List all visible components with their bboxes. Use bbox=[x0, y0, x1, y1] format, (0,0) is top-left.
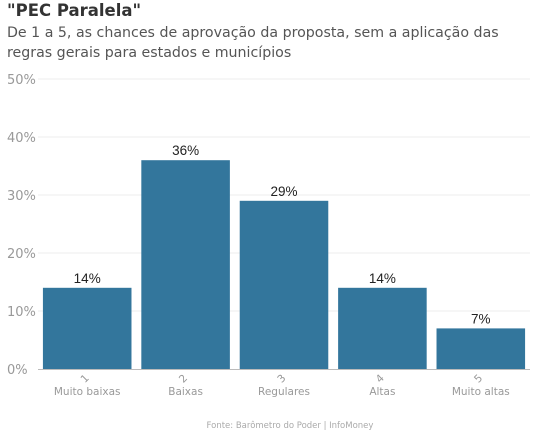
y-axis: 0% 10% 20% 30% 40% 50% bbox=[7, 73, 36, 378]
data-label: 7% bbox=[471, 311, 491, 326]
bar bbox=[42, 287, 132, 369]
bar bbox=[338, 287, 427, 369]
chart-title: "PEC Paralela" bbox=[7, 1, 142, 20]
chart-subtitle: De 1 a 5, as chances de aprovação da pro… bbox=[7, 25, 499, 61]
data-labels: 14% 36% 29% 14% 7% bbox=[74, 143, 491, 326]
x-tick-label: Muito altas bbox=[452, 386, 510, 398]
x-tick-label: Altas bbox=[369, 386, 395, 398]
x-tick-number: 3 bbox=[275, 372, 288, 385]
x-tick-number: 1 bbox=[78, 372, 91, 385]
bar bbox=[436, 328, 526, 369]
bar bbox=[239, 200, 329, 369]
x-tick-number: 5 bbox=[472, 372, 485, 385]
y-tick-label: 0% bbox=[7, 363, 28, 378]
data-label: 14% bbox=[369, 271, 396, 286]
bar bbox=[141, 160, 230, 369]
source-note: Fonte: Barômetro do Poder | InfoMoney bbox=[207, 420, 374, 431]
x-tick-label: Muito baixas bbox=[54, 386, 121, 398]
x-tick-label: Regulares bbox=[258, 386, 310, 398]
y-tick-label: 50% bbox=[7, 73, 36, 88]
y-tick-label: 40% bbox=[7, 131, 36, 146]
x-tick-label: Baixas bbox=[168, 386, 203, 398]
data-label: 29% bbox=[270, 184, 297, 199]
y-tick-label: 20% bbox=[7, 247, 36, 262]
y-tick-label: 10% bbox=[7, 305, 36, 320]
x-tick-number: 2 bbox=[177, 372, 190, 385]
data-label: 36% bbox=[172, 143, 199, 158]
x-tick-number: 4 bbox=[374, 372, 387, 385]
y-tick-label: 30% bbox=[7, 189, 36, 204]
data-label: 14% bbox=[74, 271, 101, 286]
bars bbox=[42, 160, 526, 369]
